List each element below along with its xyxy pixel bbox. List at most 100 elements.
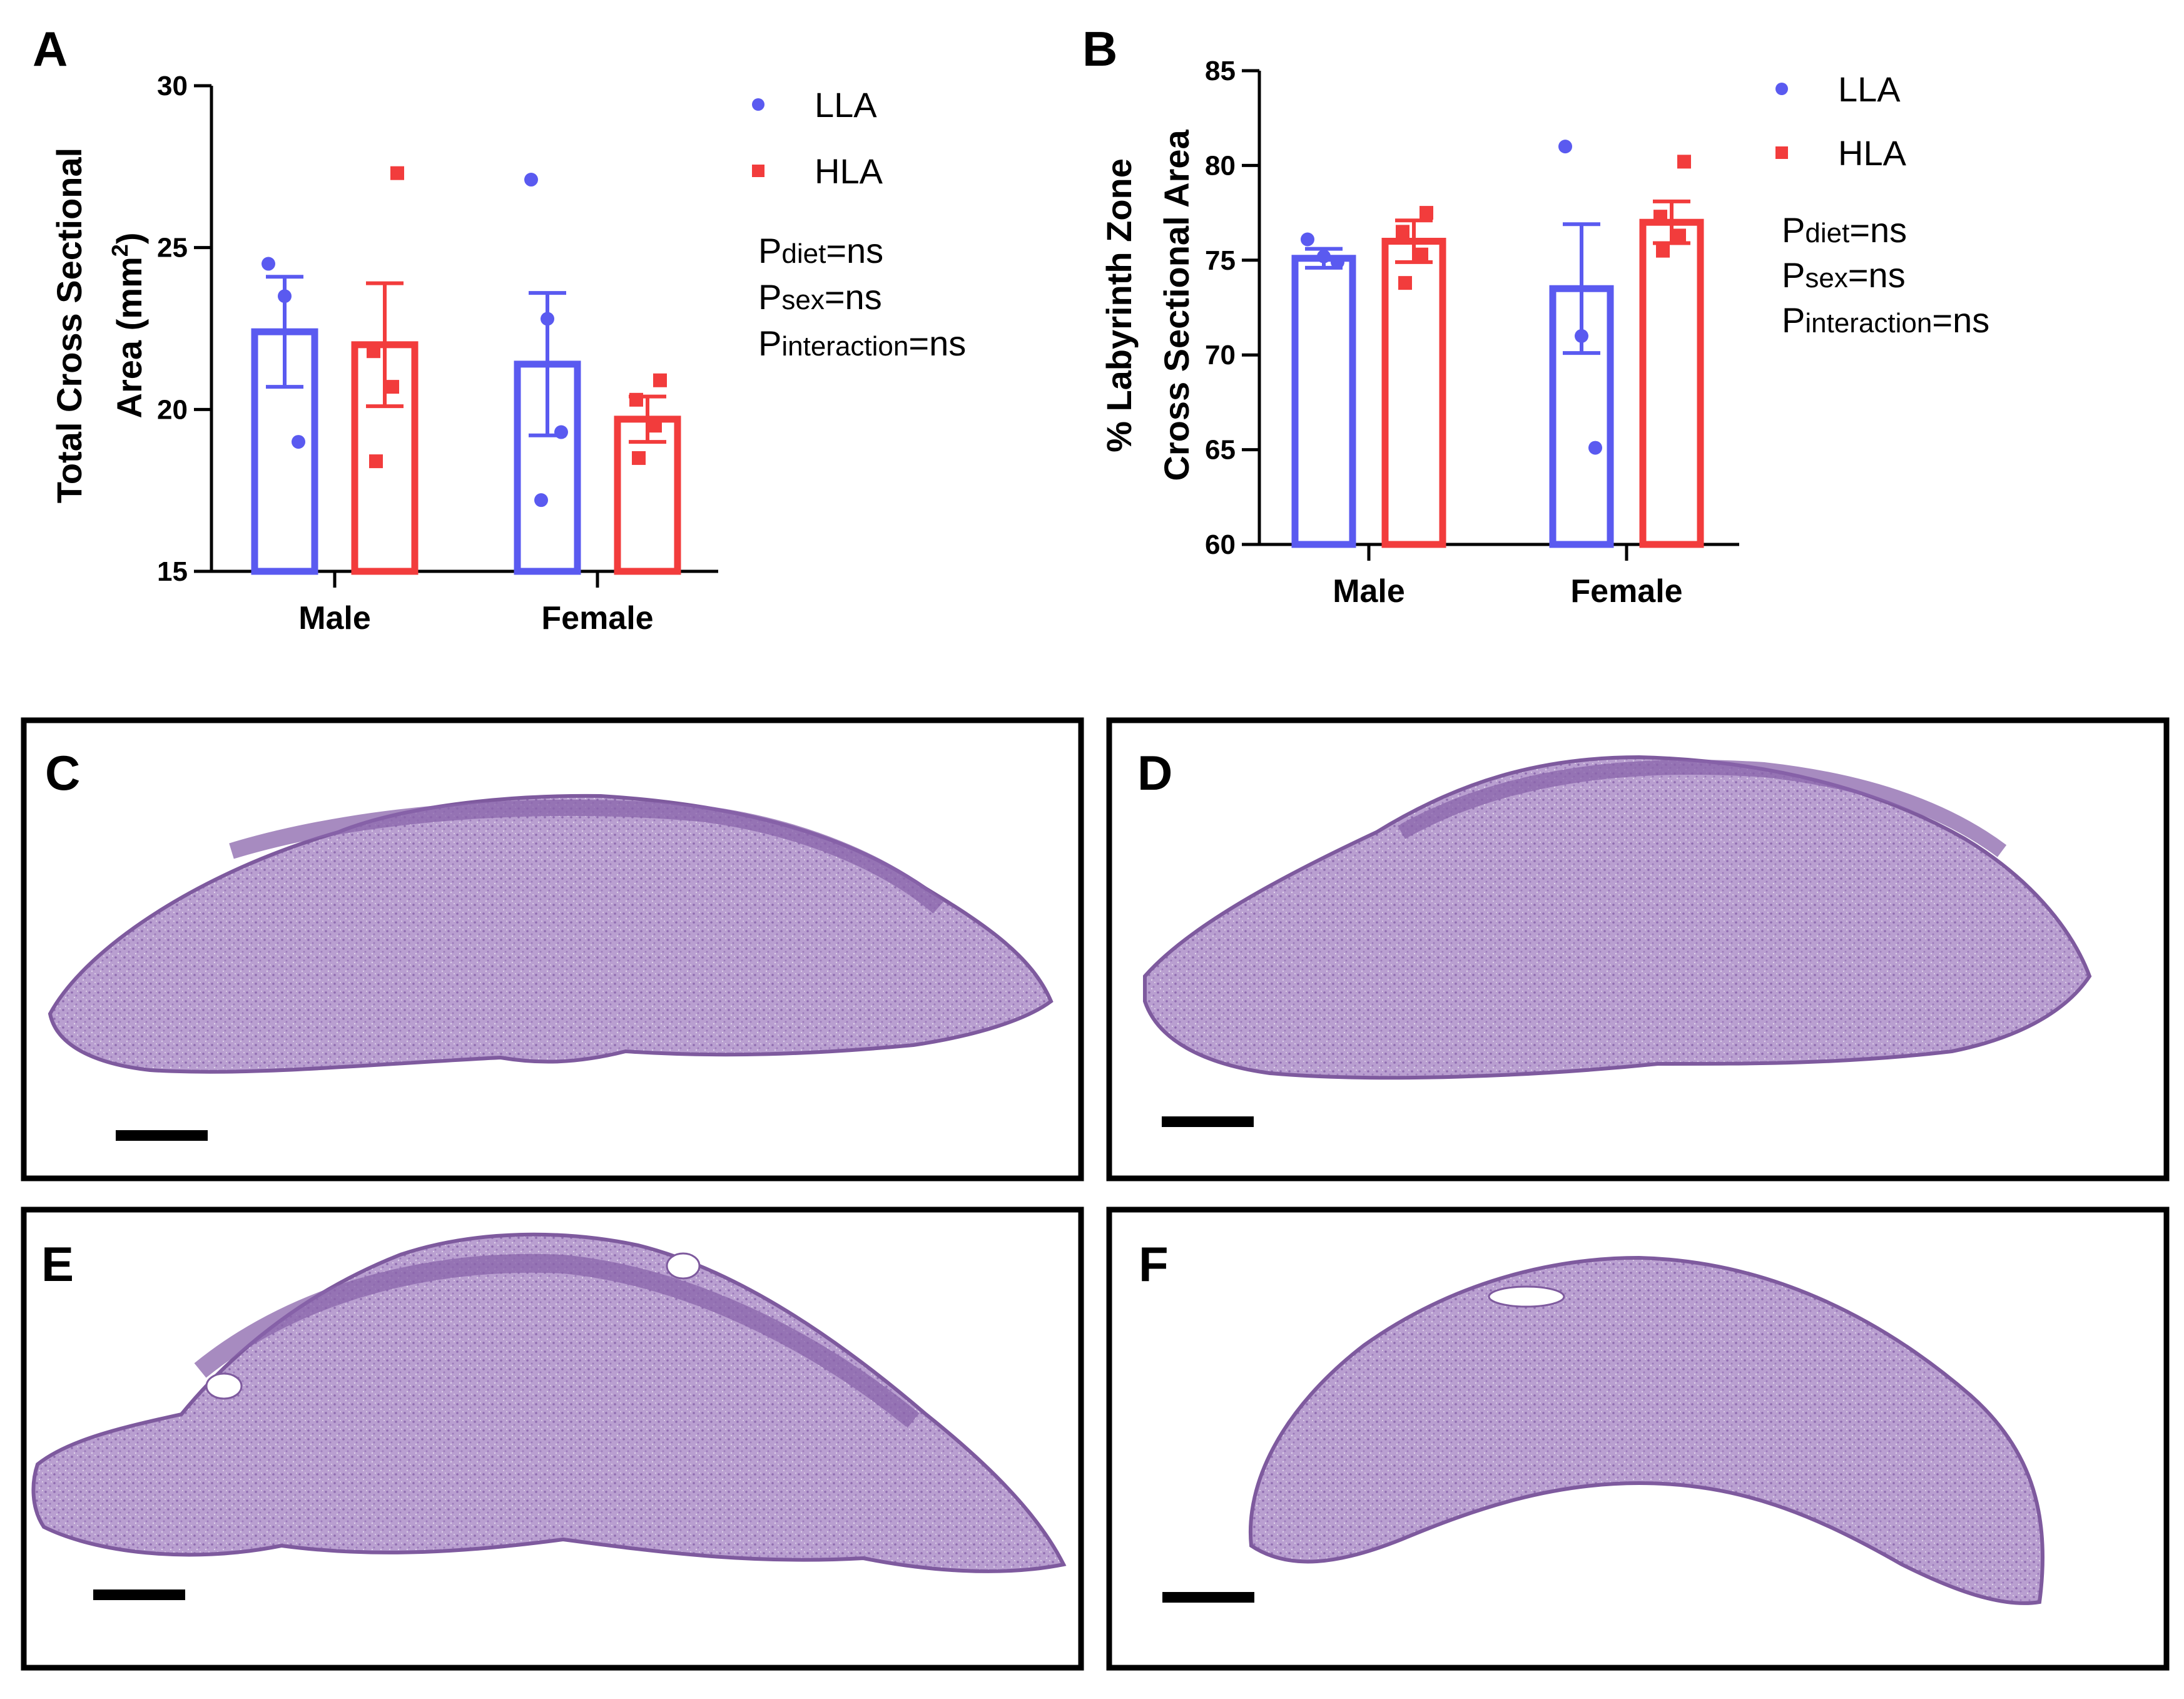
y-tick-label: 80 (1205, 150, 1236, 181)
data-point (554, 425, 568, 439)
stat-prefix: P (758, 324, 781, 363)
stat-subscript: interaction (1805, 308, 1932, 339)
y-tick-label: 65 (1205, 435, 1236, 466)
x-category-label: Male (1333, 573, 1405, 610)
data-point (1396, 225, 1409, 239)
data-point (1317, 249, 1331, 263)
y-axis-title-line1: % Labyrinth Zone (1099, 158, 1139, 452)
stat-line: Pinteraction=ns (1782, 300, 1989, 340)
panel-letter-c: C (45, 745, 80, 800)
stat-suffix: =ns (1849, 210, 1907, 250)
stat-prefix: P (758, 231, 781, 270)
y-tick-label: 15 (157, 556, 188, 587)
data-point (1672, 228, 1686, 243)
data-point (648, 419, 662, 433)
x-category-label: Female (541, 600, 653, 636)
stat-subscript: sex (781, 285, 824, 315)
stat-subscript: sex (1805, 263, 1847, 293)
y-axis-title-2: Area (mm2) (107, 232, 149, 418)
data-point (629, 392, 643, 407)
bar-hla-male (1381, 238, 1446, 548)
stat-prefix: P (1782, 210, 1805, 250)
data-point (1656, 243, 1670, 258)
y-tick-label: 85 (1205, 56, 1236, 86)
y-tick-label: 60 (1205, 529, 1236, 560)
blood-space (1488, 1285, 1565, 1308)
stat-suffix: =ns (825, 277, 882, 317)
stat-subscript: diet (781, 238, 826, 269)
stat-prefix: P (1782, 255, 1805, 295)
y-axis-title-sup: 2 (107, 244, 133, 257)
stat-subscript: interaction (781, 331, 908, 362)
data-point (1331, 255, 1344, 269)
y-tick-label: 75 (1205, 245, 1236, 276)
data-point (1398, 276, 1412, 290)
chart-b: B % Labyrinth Zone Cross Sectional Area … (1082, 21, 1989, 610)
data-point (367, 344, 380, 359)
bar-hla-female (1639, 218, 1704, 548)
histology-panel-e: E (21, 1207, 1084, 1671)
stat-line: Pdiet=ns (1782, 210, 1907, 250)
panel-letter-b: B (1082, 21, 1117, 76)
y-axis-title-line2: Area (mm (109, 257, 149, 418)
data-point (385, 380, 399, 394)
data-point (369, 454, 383, 469)
stat-line: Pdiet=ns (758, 231, 883, 270)
stat-prefix: P (1782, 300, 1805, 340)
scale-bar (1162, 1592, 1254, 1603)
y-axis-title-close: ) (109, 232, 149, 244)
y-axis-title-line2: Cross Sectional Area (1157, 130, 1196, 481)
data-point (1677, 155, 1691, 169)
data-point (541, 312, 554, 326)
y-axis-title-2: Cross Sectional Area (1157, 130, 1196, 481)
panel-letter-e: E (41, 1237, 74, 1292)
legend-marker-lla (1775, 83, 1788, 95)
scale-bar (93, 1589, 185, 1600)
blood-space (205, 1372, 243, 1400)
data-point (262, 257, 275, 271)
data-point (1588, 441, 1602, 455)
scale-bar (1162, 1116, 1254, 1127)
data-point (1301, 232, 1314, 247)
stat-subscript: diet (1805, 218, 1849, 248)
data-point (534, 493, 548, 508)
data-point (1575, 329, 1588, 343)
placenta-section-image (1249, 1255, 2044, 1605)
svg-text:Area (mm2): Area (mm2) (107, 232, 149, 418)
placenta-section-image (1143, 755, 2092, 1080)
blood-space (666, 1252, 701, 1280)
stat-line: Psex=ns (1782, 255, 1906, 295)
histology-panel-d: D (1106, 717, 2170, 1181)
bar-lla-male (1291, 255, 1356, 548)
y-tick-label: 30 (157, 71, 188, 101)
legend-label-lla: LLA (1838, 69, 1901, 109)
data-point (1653, 210, 1667, 224)
chart-a: A Total Cross Sectional Area (mm2) 15 20 2… (33, 21, 966, 636)
legend-marker-lla (752, 98, 764, 111)
x-category-label: Female (1570, 573, 1682, 610)
panel-letter-f: F (1139, 1237, 1169, 1292)
y-axis-title: % Labyrinth Zone (1099, 158, 1139, 452)
legend-label-hla: HLA (815, 151, 883, 191)
data-point (653, 373, 667, 387)
decidua-band (194, 1253, 920, 1428)
scale-bar (116, 1130, 208, 1141)
decidua-band (229, 799, 944, 914)
panel-letter-a: A (33, 21, 68, 76)
stat-suffix: =ns (826, 231, 883, 270)
data-point (1420, 206, 1433, 220)
stat-suffix: =ns (1848, 255, 1906, 295)
stat-suffix: =ns (908, 324, 966, 363)
stat-line: Pinteraction=ns (758, 324, 966, 363)
legend-label-hla: HLA (1838, 133, 1907, 173)
stat-suffix: =ns (1932, 300, 1989, 340)
y-tick-label: 25 (157, 233, 188, 263)
data-point (390, 166, 404, 180)
histology-panel-f: F (1106, 1207, 2170, 1671)
y-tick-label: 20 (157, 394, 188, 425)
histology-panel-c: C (21, 717, 1084, 1181)
panel-letter-d: D (1137, 745, 1172, 800)
legend-marker-hla (752, 165, 764, 177)
y-axis-title: Total Cross Sectional (49, 148, 89, 503)
x-category-label: Male (298, 600, 371, 636)
